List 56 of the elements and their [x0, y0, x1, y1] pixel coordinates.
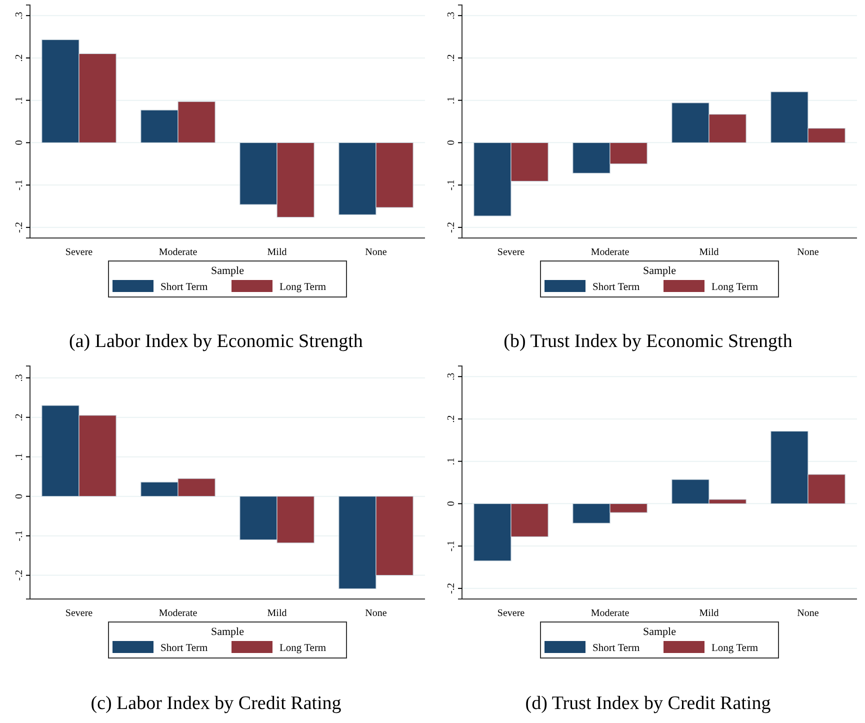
x-tick-label: Severe [497, 247, 526, 258]
legend-label: Long Term [712, 643, 758, 654]
legend-label: Short Term [592, 643, 640, 654]
x-tick-label: Severe [65, 247, 94, 258]
x-tick-label: Mild [267, 247, 287, 258]
y-tick-label: .1 [14, 453, 25, 461]
legend-label: Long Term [280, 282, 326, 293]
y-tick-label: .3 [14, 374, 25, 382]
y-tick-label: 0 [446, 140, 457, 146]
x-tick-label: None [797, 247, 820, 258]
y-tick-label: .3 [14, 12, 25, 20]
legend-label: Short Term [592, 282, 640, 293]
y-tick-label: .1 [446, 96, 457, 104]
y-tick-label: .2 [14, 414, 25, 422]
y-tick-label: -.1 [14, 180, 25, 190]
legend-title: Sample [211, 265, 244, 277]
legend-label: Short Term [160, 282, 208, 293]
y-tick-label: .3 [446, 12, 457, 20]
x-tick-label: None [797, 608, 820, 619]
x-tick-label: Mild [699, 247, 719, 258]
legend-title: Sample [211, 626, 244, 638]
y-tick-label: .3 [446, 372, 457, 380]
legend-label: Short Term [160, 643, 208, 654]
y-tick-label: 0 [14, 494, 25, 499]
y-tick-label: -.2 [14, 222, 25, 233]
y-tick-label: .2 [446, 415, 457, 423]
y-tick-label: -.2 [14, 570, 25, 581]
y-tick-label: -.1 [446, 180, 457, 190]
text: (d) Trust Index by Credit Rating [525, 693, 772, 714]
x-tick-label: Severe [497, 608, 526, 619]
x-tick-label: Moderate [590, 608, 630, 619]
x-tick-label: Severe [65, 608, 94, 619]
legend-title: Sample [643, 265, 676, 277]
x-tick-label: Mild [699, 608, 719, 619]
y-tick-label: .1 [14, 96, 25, 104]
x-tick-label: None [365, 608, 388, 619]
text: (a) Labor Index by Economic Strength [69, 331, 364, 352]
y-tick-label: -.2 [446, 582, 457, 594]
y-tick-label: -.1 [446, 540, 457, 552]
x-tick-label: Mild [267, 608, 287, 619]
y-tick-label: -.2 [446, 222, 457, 233]
text: (b) Trust Index by Economic Strength [504, 331, 793, 352]
legend-label: Long Term [712, 282, 758, 293]
y-tick-label: 0 [14, 140, 25, 146]
y-tick-label: 0 [446, 501, 457, 506]
legend-label: Long Term [280, 643, 326, 654]
text: (c) Labor Index by Credit Rating [90, 693, 342, 714]
y-tick-label: .2 [14, 54, 25, 62]
y-tick-label: .1 [446, 458, 457, 466]
y-tick-label: -.1 [14, 530, 25, 542]
x-tick-label: Moderate [158, 247, 198, 258]
y-tick-label: .2 [446, 54, 457, 62]
legend-title: Sample [643, 626, 676, 638]
x-tick-label: None [365, 247, 388, 258]
x-tick-label: Moderate [158, 608, 198, 619]
x-tick-label: Moderate [590, 247, 630, 258]
